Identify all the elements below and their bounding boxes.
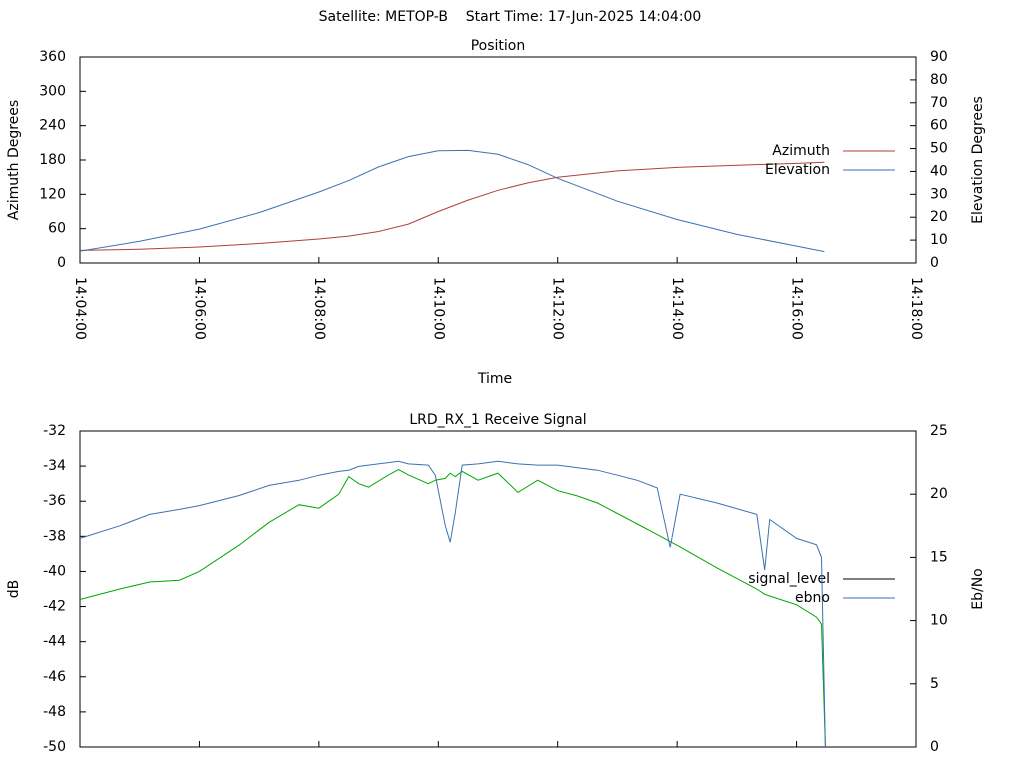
x-tick-label: 14:08:00 <box>311 277 327 340</box>
series-line <box>79 149 825 253</box>
y2-tick-label: 5 <box>930 676 939 692</box>
x-axis-label: Time <box>477 371 512 387</box>
y2-axis-label: Eb/No <box>970 568 986 610</box>
y-tick-label: -42 <box>43 599 66 615</box>
page-title: Satellite: METOP-B Start Time: 17-Jun-20… <box>319 9 702 25</box>
y2-axis-label: Elevation Degrees <box>970 96 986 224</box>
y2-tick-label: 90 <box>930 49 948 65</box>
legend-label: ebno <box>795 590 830 606</box>
x-tick-label: 14:14:00 <box>669 277 685 340</box>
y2-tick-label: 40 <box>930 163 948 179</box>
y-tick-label: 0 <box>57 255 66 271</box>
y2-tick-label: 60 <box>930 118 948 134</box>
y2-tick-label: 25 <box>930 423 948 439</box>
x-tick-label: 14:06:00 <box>191 277 207 340</box>
y2-tick-label: 15 <box>930 549 948 565</box>
y-tick-label: 360 <box>39 49 66 65</box>
y-axis-label: dB <box>6 580 22 599</box>
y-tick-label: -34 <box>43 458 66 474</box>
y-tick-label: -38 <box>43 528 66 544</box>
y2-tick-label: 20 <box>930 209 948 225</box>
y-tick-label: 120 <box>39 186 66 202</box>
y2-tick-label: 10 <box>930 613 948 629</box>
series-line <box>79 161 825 251</box>
y-axis-label: Azimuth Degrees <box>6 100 22 220</box>
legend-label: signal_level <box>748 571 830 587</box>
x-tick-label: 14:04:00 <box>72 277 88 340</box>
chart-title: LRD_RX_1 Receive Signal <box>409 412 586 428</box>
y2-tick-label: 0 <box>930 255 939 271</box>
y2-tick-label: 10 <box>930 232 948 248</box>
y-tick-label: -46 <box>43 669 66 685</box>
y-tick-label: -48 <box>43 704 66 720</box>
x-tick-label: 14:10:00 <box>430 277 446 340</box>
y2-tick-label: 30 <box>930 186 948 202</box>
y-tick-label: 240 <box>39 118 66 134</box>
y-tick-label: 180 <box>39 152 66 168</box>
y2-tick-label: 80 <box>930 72 948 88</box>
plot-frame <box>79 430 917 748</box>
y-tick-label: -36 <box>43 493 66 509</box>
plot-frame <box>79 56 917 264</box>
legend-label: Elevation <box>765 162 830 178</box>
y2-tick-label: 0 <box>930 739 939 755</box>
y-tick-label: -32 <box>43 423 66 439</box>
y-tick-label: -50 <box>43 739 66 755</box>
y-tick-label: 300 <box>39 83 66 99</box>
y-tick-label: -40 <box>43 563 66 579</box>
series-line <box>79 460 826 748</box>
series-line <box>79 469 826 748</box>
x-tick-label: 14:16:00 <box>789 277 805 340</box>
x-tick-label: 14:18:00 <box>908 277 924 340</box>
x-tick-label: 14:12:00 <box>550 277 566 340</box>
chart-title: Position <box>471 38 526 54</box>
y2-tick-label: 20 <box>930 486 948 502</box>
y-tick-label: -44 <box>43 634 66 650</box>
legend-label: Azimuth <box>772 143 830 159</box>
y2-tick-label: 70 <box>930 95 948 111</box>
y-tick-label: 60 <box>48 221 66 237</box>
y2-tick-label: 50 <box>930 141 948 157</box>
